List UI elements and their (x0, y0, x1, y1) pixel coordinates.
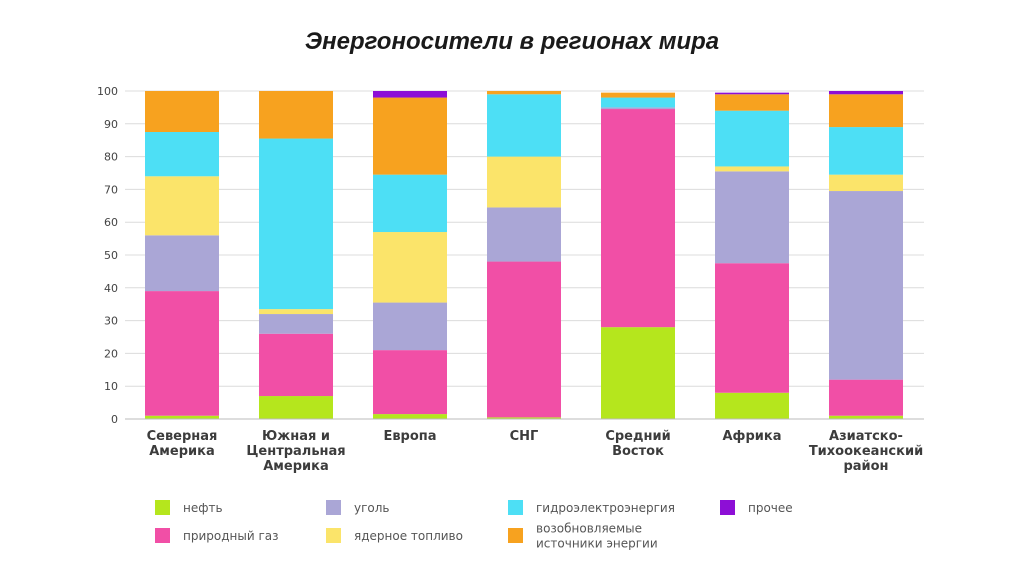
x-tick-label: Восток (612, 444, 664, 459)
bar-segment (487, 417, 561, 419)
legend-swatch (720, 500, 735, 515)
legend-label: источники энергии (536, 537, 658, 551)
x-tick-label: СНГ (510, 429, 539, 444)
bars (145, 91, 903, 419)
legend-label: прочее (748, 501, 793, 515)
legend-swatch (155, 528, 170, 543)
bar-segment (715, 92, 789, 95)
bar-segment (259, 333, 333, 397)
bar-segment (715, 263, 789, 393)
bar-segment (601, 109, 675, 328)
bar-segment (601, 92, 675, 98)
bar-segment (373, 97, 447, 175)
chart-title: Энергоносители в регионах мира (304, 28, 720, 55)
bar-segment (145, 415, 219, 419)
y-tick-label: 10 (104, 380, 118, 393)
bar-segment (715, 171, 789, 264)
x-tick-label: Центральная (246, 444, 345, 459)
x-tick-label: Азиатско- (829, 429, 903, 444)
legend-swatch (326, 500, 341, 515)
x-tick-label: Средний (605, 429, 670, 444)
bar-segment (373, 414, 447, 419)
bar-segment (259, 309, 333, 315)
x-tick-label: Тихоокеанский (809, 444, 923, 459)
bar-segment (829, 91, 903, 95)
legend-label: нефть (183, 501, 223, 515)
x-tick-label: район (843, 459, 888, 474)
bar-segment (829, 174, 903, 192)
y-tick-label: 40 (104, 282, 118, 295)
bar-segment (601, 107, 675, 110)
legend: нефть природный газ уголь ядерное топливо ги… (155, 500, 793, 551)
bar-segment (145, 91, 219, 132)
legend-label: возобновляемые (536, 522, 642, 536)
bar-segment (487, 91, 561, 95)
bar-segment (715, 94, 789, 111)
bar-segment (829, 94, 903, 128)
x-tick-label: Европа (383, 429, 436, 444)
y-tick-label: 80 (104, 151, 118, 164)
bar-segment (259, 314, 333, 334)
bar-segment (829, 127, 903, 175)
bar-segment (601, 97, 675, 108)
legend-label: уголь (354, 501, 390, 515)
bar-segment (373, 302, 447, 351)
x-tick-label: Южная и (262, 429, 330, 444)
bar-segment (715, 166, 789, 172)
x-tick-label: Африка (723, 429, 782, 444)
bar-segment (373, 91, 447, 98)
bar-segment (601, 327, 675, 419)
bar-segment (373, 174, 447, 233)
bar-segment (487, 94, 561, 157)
y-tick-label: 30 (104, 315, 118, 328)
legend-label: ядерное топливо (354, 529, 463, 543)
y-tick-label: 60 (104, 216, 118, 229)
y-tick-label: 20 (104, 347, 118, 360)
legend-swatch (326, 528, 341, 543)
bar-segment (829, 191, 903, 380)
bar-segment (715, 392, 789, 419)
legend-swatch (508, 500, 523, 515)
y-tick-label: 0 (111, 413, 118, 426)
y-axis: 0 10 20 30 40 50 60 70 80 90 100 (97, 85, 924, 426)
y-tick-label: 70 (104, 183, 118, 196)
x-tick-label: Америка (149, 444, 215, 459)
bar-segment (829, 415, 903, 419)
bar-segment (145, 235, 219, 292)
bar-segment (259, 396, 333, 419)
bar-segment (373, 232, 447, 303)
legend-swatch (155, 500, 170, 515)
bar-segment (145, 291, 219, 416)
bar-segment (829, 379, 903, 416)
bar-segment (715, 110, 789, 167)
bar-segment (373, 350, 447, 415)
y-tick-label: 50 (104, 249, 118, 262)
bar-segment (487, 156, 561, 208)
bar-segment (487, 261, 561, 418)
legend-swatch (508, 528, 523, 543)
bar-segment (145, 132, 219, 177)
legend-label: природный газ (183, 529, 279, 543)
bar-segment (145, 176, 219, 236)
bar-segment (487, 207, 561, 262)
bar-segment (259, 138, 333, 310)
legend-label: гидроэлектроэнергия (536, 501, 675, 515)
y-tick-label: 90 (104, 118, 118, 131)
x-tick-label: Америка (263, 459, 329, 474)
x-tick-label: Северная (147, 429, 218, 444)
y-tick-label: 100 (97, 85, 118, 98)
bar-segment (259, 91, 333, 139)
